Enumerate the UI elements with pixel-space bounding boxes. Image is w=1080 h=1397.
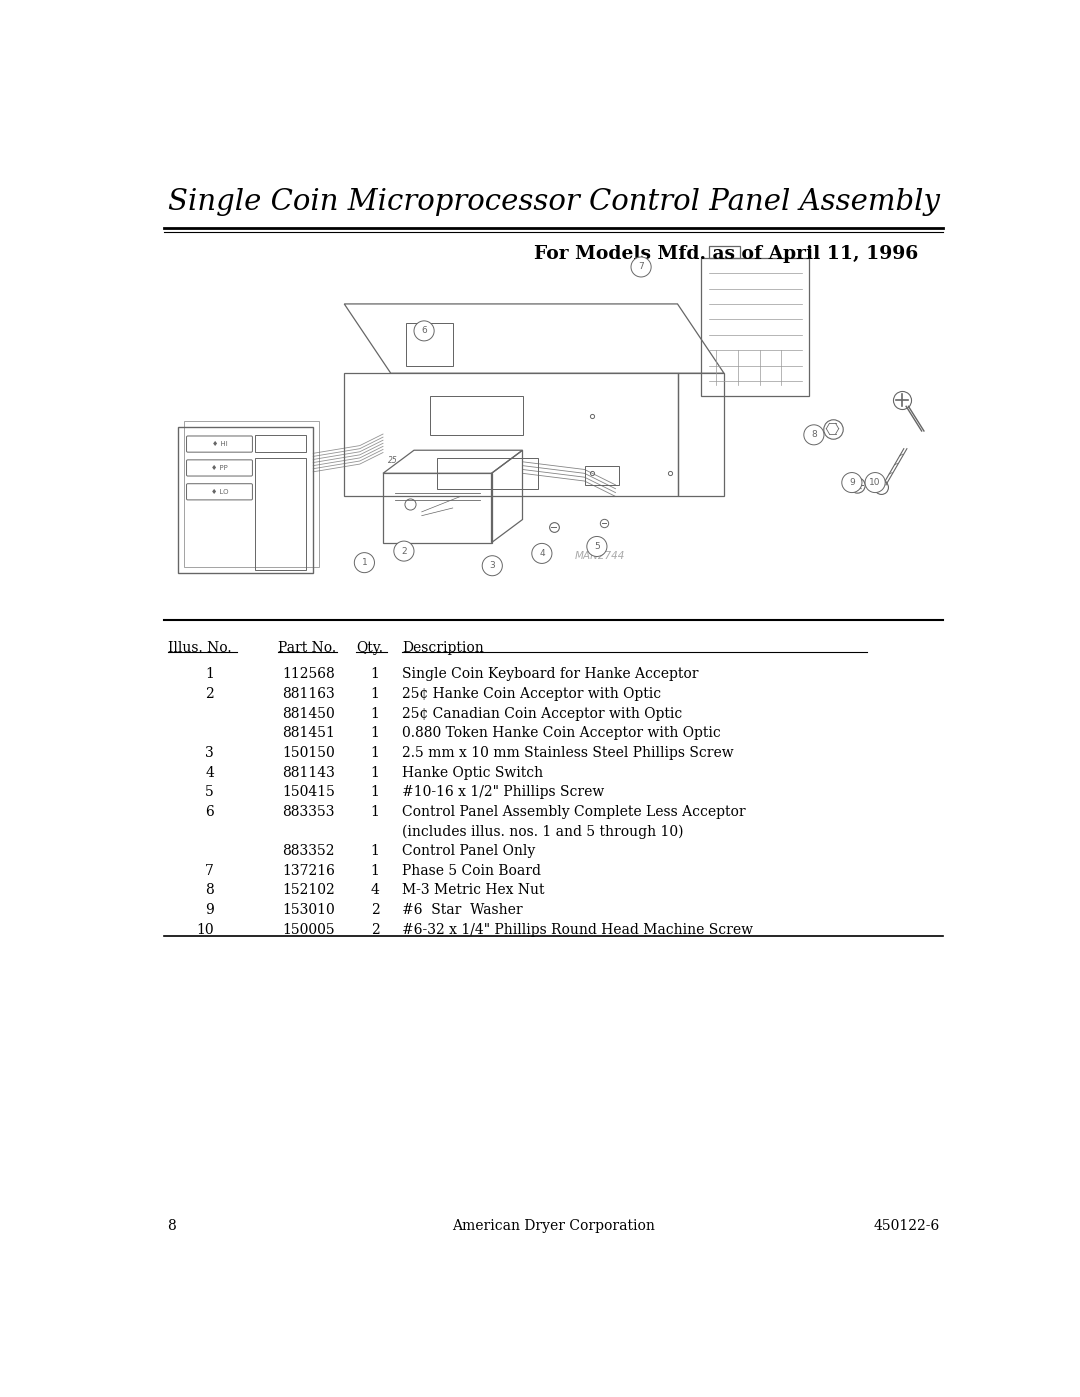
- Circle shape: [531, 543, 552, 563]
- Text: 881143: 881143: [282, 766, 335, 780]
- Text: M-3 Metric Hex Nut: M-3 Metric Hex Nut: [403, 883, 545, 897]
- Text: Hanke Optic Switch: Hanke Optic Switch: [403, 766, 543, 780]
- Text: 150415: 150415: [282, 785, 335, 799]
- Text: Single Coin Microprocessor Control Panel Assembly: Single Coin Microprocessor Control Panel…: [167, 189, 940, 217]
- Text: Control Panel Only: Control Panel Only: [403, 844, 536, 858]
- Text: 450122-6: 450122-6: [874, 1220, 940, 1234]
- Text: 152102: 152102: [282, 883, 335, 897]
- Text: 4: 4: [539, 549, 544, 557]
- Text: ♦ PP: ♦ PP: [211, 465, 228, 471]
- Text: 1: 1: [370, 844, 380, 858]
- Text: 25¢ Canadian Coin Acceptor with Optic: 25¢ Canadian Coin Acceptor with Optic: [403, 707, 683, 721]
- Text: 2: 2: [401, 546, 407, 556]
- Text: 153010: 153010: [282, 902, 335, 916]
- Text: 5: 5: [594, 542, 599, 550]
- Text: 9: 9: [205, 902, 214, 916]
- Text: 7: 7: [205, 863, 214, 877]
- Text: 2: 2: [205, 687, 214, 701]
- Text: 3: 3: [205, 746, 214, 760]
- Text: 2: 2: [370, 922, 380, 936]
- Text: 1: 1: [370, 746, 380, 760]
- Text: 150005: 150005: [282, 922, 335, 936]
- Text: Illus. No.: Illus. No.: [167, 641, 231, 655]
- Text: 8: 8: [811, 430, 816, 439]
- Text: 7: 7: [638, 263, 644, 271]
- Text: 1: 1: [370, 687, 380, 701]
- Text: 112568: 112568: [282, 668, 335, 682]
- Text: Control Panel Assembly Complete Less Acceptor: Control Panel Assembly Complete Less Acc…: [403, 805, 746, 819]
- Circle shape: [394, 541, 414, 562]
- Circle shape: [631, 257, 651, 277]
- Text: MAN2744: MAN2744: [575, 552, 625, 562]
- Text: #6  Star  Washer: #6 Star Washer: [403, 902, 523, 916]
- Text: 1: 1: [370, 863, 380, 877]
- Text: American Dryer Corporation: American Dryer Corporation: [453, 1220, 654, 1234]
- Text: 3: 3: [489, 562, 495, 570]
- Text: 883352: 883352: [282, 844, 335, 858]
- Circle shape: [354, 553, 375, 573]
- Text: 137216: 137216: [282, 863, 335, 877]
- Text: 8: 8: [167, 1220, 176, 1234]
- Text: 1: 1: [370, 668, 380, 682]
- Text: 10: 10: [869, 478, 881, 488]
- Text: Single Coin Keyboard for Hanke Acceptor: Single Coin Keyboard for Hanke Acceptor: [403, 668, 699, 682]
- Text: 8: 8: [205, 883, 214, 897]
- Text: 1: 1: [205, 668, 214, 682]
- Text: 1: 1: [370, 805, 380, 819]
- Text: ♦ LO: ♦ LO: [211, 489, 228, 495]
- Text: Qty.: Qty.: [356, 641, 383, 655]
- Text: 1: 1: [370, 766, 380, 780]
- Text: Part No.: Part No.: [279, 641, 337, 655]
- Text: 6: 6: [421, 327, 427, 335]
- Text: 2.5 mm x 10 mm Stainless Steel Phillips Screw: 2.5 mm x 10 mm Stainless Steel Phillips …: [403, 746, 734, 760]
- Text: 10: 10: [197, 922, 214, 936]
- Text: 1: 1: [370, 726, 380, 740]
- Text: 5: 5: [205, 785, 214, 799]
- Text: ♦ HI: ♦ HI: [212, 441, 228, 447]
- Text: 2: 2: [370, 902, 380, 916]
- Text: 150150: 150150: [282, 746, 335, 760]
- Text: 0.880 Token Hanke Coin Acceptor with Optic: 0.880 Token Hanke Coin Acceptor with Opt…: [403, 726, 721, 740]
- Text: Description: Description: [403, 641, 484, 655]
- Text: Phase 5 Coin Board: Phase 5 Coin Board: [403, 863, 541, 877]
- Text: 881163: 881163: [282, 687, 335, 701]
- Text: For Models Mfd. as of April 11, 1996: For Models Mfd. as of April 11, 1996: [534, 244, 918, 263]
- Circle shape: [865, 472, 886, 493]
- Text: 881450: 881450: [282, 707, 335, 721]
- Circle shape: [586, 536, 607, 556]
- Circle shape: [804, 425, 824, 444]
- Text: (includes illus. nos. 1 and 5 through 10): (includes illus. nos. 1 and 5 through 10…: [403, 824, 684, 838]
- Text: 1: 1: [370, 785, 380, 799]
- Text: 1: 1: [362, 559, 367, 567]
- Text: #10-16 x 1/2" Phillips Screw: #10-16 x 1/2" Phillips Screw: [403, 785, 605, 799]
- Circle shape: [841, 472, 862, 493]
- Text: 1: 1: [370, 707, 380, 721]
- Text: 4: 4: [205, 766, 214, 780]
- Text: 9: 9: [849, 478, 854, 488]
- Text: #6-32 x 1/4" Phillips Round Head Machine Screw: #6-32 x 1/4" Phillips Round Head Machine…: [403, 922, 754, 936]
- Text: 6: 6: [205, 805, 214, 819]
- Text: 883353: 883353: [282, 805, 335, 819]
- Circle shape: [414, 321, 434, 341]
- Text: 4: 4: [370, 883, 380, 897]
- Circle shape: [482, 556, 502, 576]
- Text: 25¢ Hanke Coin Acceptor with Optic: 25¢ Hanke Coin Acceptor with Optic: [403, 687, 661, 701]
- Text: 881451: 881451: [282, 726, 335, 740]
- Text: 25: 25: [389, 455, 399, 465]
